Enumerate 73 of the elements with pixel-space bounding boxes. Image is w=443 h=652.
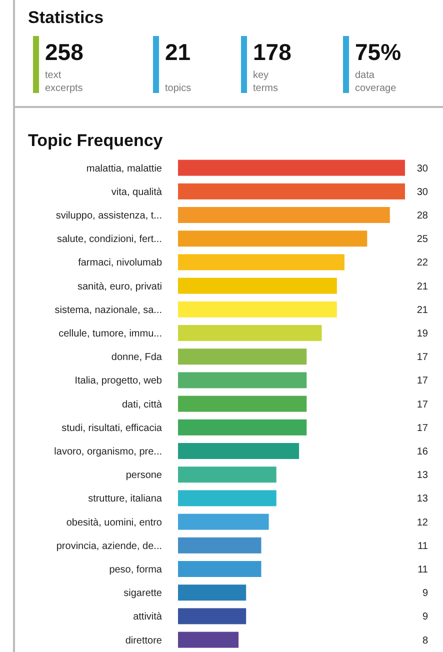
bar xyxy=(178,372,307,388)
bar xyxy=(178,561,262,577)
y-tick-label: direttore xyxy=(125,635,162,646)
data-label: 21 xyxy=(416,281,428,292)
data-label: 17 xyxy=(416,376,428,387)
bar xyxy=(178,183,405,200)
bar xyxy=(178,443,300,459)
data-label: 8 xyxy=(422,635,428,646)
data-label: 12 xyxy=(416,517,428,528)
y-tick-label: strutture, italiana xyxy=(88,494,162,505)
data-label: 258 xyxy=(45,39,84,65)
data-label: 13 xyxy=(416,470,428,482)
bar xyxy=(178,160,405,176)
y-tick-label: provincia, aziende, de... xyxy=(56,540,162,552)
data-label: 22 xyxy=(416,258,428,269)
data-label: 178 xyxy=(253,39,292,65)
y-tick-label: dati, città xyxy=(122,399,162,410)
bar xyxy=(178,584,246,601)
y-tick-label: sistema, nazionale, sa... xyxy=(54,304,162,316)
data-label: 16 xyxy=(416,446,428,458)
category-label: data coverage xyxy=(355,70,397,94)
bar xyxy=(178,514,269,530)
data-label: 9 xyxy=(422,612,428,623)
y-tick-label: salute, condizioni, fert... xyxy=(56,234,162,246)
y-tick-label: Italia, progetto, web xyxy=(74,376,162,387)
y-tick-label: sigarette xyxy=(124,588,162,600)
text: Statistics xyxy=(28,8,104,27)
y-tick-label: farmaci, nivolumab xyxy=(78,258,162,269)
y-tick-label: lavoro, organismo, pre... xyxy=(54,446,162,458)
data-label: 30 xyxy=(416,186,428,198)
bar xyxy=(178,301,337,318)
data-label: 17 xyxy=(416,422,428,434)
category-label: topics xyxy=(165,83,192,94)
bar xyxy=(178,254,344,270)
data-label: 30 xyxy=(416,163,428,174)
y-tick-label: persone xyxy=(126,470,162,482)
y-tick-label: obesità, uomini, entro xyxy=(66,517,162,528)
bar xyxy=(178,466,276,483)
y-tick-label: sviluppo, assistenza, t... xyxy=(56,210,162,222)
y-tick-label: peso, forma xyxy=(109,564,162,576)
y-tick-label: sanità, euro, privati xyxy=(78,281,162,292)
y-tick-label: cellule, tumore, immu... xyxy=(58,328,162,340)
y-tick-label: studi, risultati, efficacia xyxy=(62,422,162,434)
bar xyxy=(178,632,239,648)
bar xyxy=(178,207,390,223)
category-label: key terms xyxy=(253,70,278,94)
y-tick-label: malattia, malattie xyxy=(86,163,162,174)
data-label: 17 xyxy=(416,399,428,410)
bar xyxy=(178,348,307,365)
chart-title: Topic Frequency xyxy=(28,131,164,150)
data-label: 17 xyxy=(416,352,428,364)
y-tick-label: vita, qualità xyxy=(111,186,162,198)
data-label: 25 xyxy=(416,234,428,246)
category-label: text excerpts xyxy=(45,70,83,94)
data-label: 11 xyxy=(418,564,428,576)
data-label: 19 xyxy=(416,328,428,340)
bar xyxy=(178,608,246,624)
bar xyxy=(178,419,307,436)
bar xyxy=(178,396,307,412)
bar xyxy=(178,230,368,247)
bar xyxy=(178,490,276,506)
bar xyxy=(178,278,337,294)
y-tick-label: donne, Fda xyxy=(111,352,162,364)
data-label: 9 xyxy=(422,588,428,600)
data-label: 21 xyxy=(165,39,191,65)
data-label: 13 xyxy=(416,494,428,505)
data-label: 21 xyxy=(416,304,428,316)
data-label: 75% xyxy=(355,39,402,65)
bar xyxy=(178,325,322,341)
data-label: 11 xyxy=(418,540,428,552)
bar xyxy=(178,537,262,554)
data-label: 28 xyxy=(416,210,428,222)
y-tick-label: attività xyxy=(133,612,162,623)
